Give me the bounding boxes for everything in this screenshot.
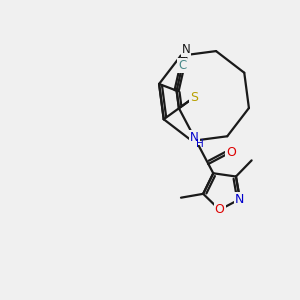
- Text: O: O: [226, 146, 236, 159]
- Text: N: N: [190, 131, 199, 144]
- Text: O: O: [215, 203, 224, 216]
- Text: N: N: [235, 193, 244, 206]
- Text: S: S: [190, 91, 198, 104]
- Text: N: N: [182, 43, 190, 56]
- Text: H: H: [196, 139, 204, 149]
- Text: C: C: [178, 59, 186, 72]
